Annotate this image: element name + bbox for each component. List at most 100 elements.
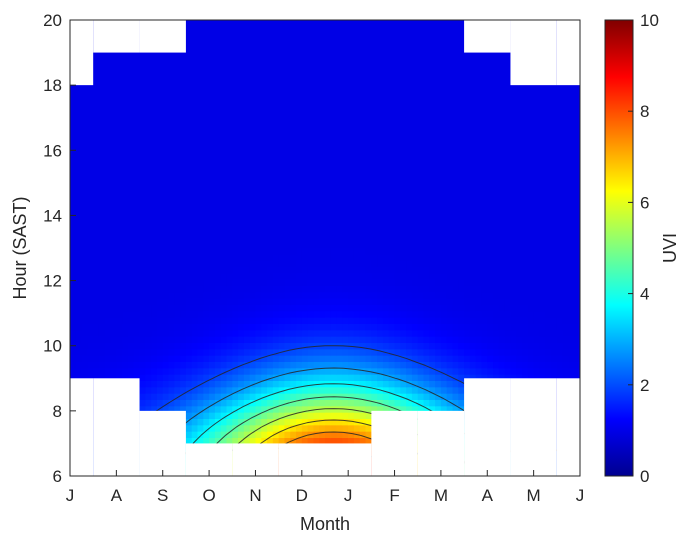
heat-cell bbox=[151, 324, 158, 331]
heat-cell bbox=[417, 127, 425, 135]
heat-cell bbox=[70, 273, 77, 281]
heat-cell bbox=[226, 153, 233, 160]
heat-cell bbox=[400, 254, 407, 262]
heat-cell bbox=[185, 241, 193, 249]
heat-cell bbox=[278, 203, 286, 211]
heat-cell bbox=[290, 210, 297, 217]
heat-cell bbox=[81, 165, 88, 173]
heat-cell bbox=[238, 425, 245, 433]
heat-cell bbox=[156, 178, 164, 186]
heat-cell bbox=[464, 311, 471, 319]
heat-cell bbox=[458, 83, 465, 91]
heat-cell bbox=[168, 178, 175, 186]
heat-cell bbox=[110, 273, 117, 281]
heat-cell bbox=[388, 45, 396, 53]
heat-cell bbox=[133, 216, 141, 224]
heat-cell bbox=[417, 292, 425, 300]
heat-cell bbox=[214, 381, 222, 388]
heat-cell bbox=[458, 406, 465, 414]
heat-cell bbox=[429, 146, 436, 154]
heat-cell bbox=[296, 298, 303, 306]
heat-cell bbox=[261, 400, 268, 407]
heat-cell bbox=[232, 419, 239, 426]
heat-cell bbox=[122, 273, 129, 281]
heat-cell bbox=[197, 222, 204, 230]
heat-cell bbox=[400, 178, 407, 186]
heat-cell bbox=[191, 20, 199, 27]
heat-cell bbox=[394, 362, 401, 369]
heat-cell bbox=[307, 241, 315, 249]
heat-cell bbox=[400, 286, 407, 293]
heat-cell bbox=[365, 254, 372, 262]
heat-cell bbox=[359, 387, 367, 395]
heat-cell bbox=[261, 70, 268, 78]
heat-cell bbox=[238, 355, 245, 363]
heat-cell bbox=[209, 159, 216, 167]
heat-cell bbox=[122, 260, 129, 268]
heat-cell bbox=[174, 292, 181, 300]
heat-cell bbox=[296, 184, 303, 192]
heat-cell bbox=[116, 222, 123, 230]
heat-cell bbox=[261, 336, 268, 344]
heat-cell bbox=[139, 140, 146, 148]
heat-cell bbox=[197, 159, 204, 167]
heat-cell bbox=[267, 165, 274, 173]
heat-cell bbox=[336, 324, 343, 331]
heat-cell bbox=[249, 393, 257, 401]
heat-cell bbox=[104, 343, 112, 350]
heat-cell bbox=[87, 165, 94, 173]
heat-cell bbox=[232, 222, 239, 230]
heat-cell bbox=[353, 83, 361, 91]
heat-cell bbox=[255, 292, 262, 300]
heat-cell bbox=[458, 64, 465, 72]
heat-cell bbox=[417, 165, 425, 173]
heat-cell bbox=[139, 400, 146, 407]
heat-cell bbox=[232, 248, 239, 255]
heat-cell bbox=[400, 368, 407, 376]
heat-cell bbox=[469, 77, 477, 84]
heat-cell bbox=[110, 134, 117, 141]
heat-cell bbox=[307, 51, 315, 59]
heat-cell bbox=[429, 349, 436, 357]
heat-cell bbox=[139, 393, 146, 401]
heat-cell bbox=[353, 216, 361, 224]
heat-cell bbox=[122, 178, 129, 186]
heat-cell bbox=[87, 146, 94, 154]
heat-cell bbox=[133, 267, 141, 274]
heat-cell bbox=[464, 178, 471, 186]
heat-cell bbox=[226, 172, 233, 179]
heat-cell bbox=[81, 216, 88, 224]
heat-cell bbox=[400, 324, 407, 331]
heat-cell bbox=[319, 127, 326, 135]
heat-cell bbox=[232, 412, 239, 420]
heat-cell bbox=[232, 343, 239, 350]
heat-cell bbox=[116, 254, 123, 262]
heat-cell bbox=[440, 393, 448, 401]
heat-cell bbox=[243, 355, 251, 363]
heat-cell bbox=[185, 127, 193, 135]
heat-cell bbox=[429, 64, 436, 72]
heat-cell bbox=[394, 355, 401, 363]
heat-cell bbox=[365, 115, 372, 122]
heat-cell bbox=[220, 419, 228, 426]
heat-cell bbox=[116, 317, 123, 325]
heat-cell bbox=[116, 115, 123, 122]
heat-cell bbox=[353, 292, 361, 300]
heat-cell bbox=[255, 311, 262, 319]
heat-cell bbox=[278, 273, 286, 281]
heat-cell bbox=[377, 140, 384, 148]
heat-cell bbox=[400, 336, 407, 344]
heat-cell bbox=[353, 77, 361, 84]
heat-cell bbox=[209, 279, 216, 287]
heat-cell bbox=[313, 412, 320, 420]
heat-cell bbox=[377, 210, 384, 217]
heat-cell bbox=[458, 77, 465, 84]
heat-cell bbox=[296, 96, 303, 103]
heat-cell bbox=[261, 349, 268, 357]
heat-cell bbox=[145, 64, 152, 72]
heat-cell bbox=[388, 343, 396, 350]
heat-cell bbox=[243, 172, 251, 179]
heat-cell bbox=[232, 406, 239, 414]
heat-cell bbox=[330, 32, 338, 40]
heat-cell bbox=[365, 127, 372, 135]
